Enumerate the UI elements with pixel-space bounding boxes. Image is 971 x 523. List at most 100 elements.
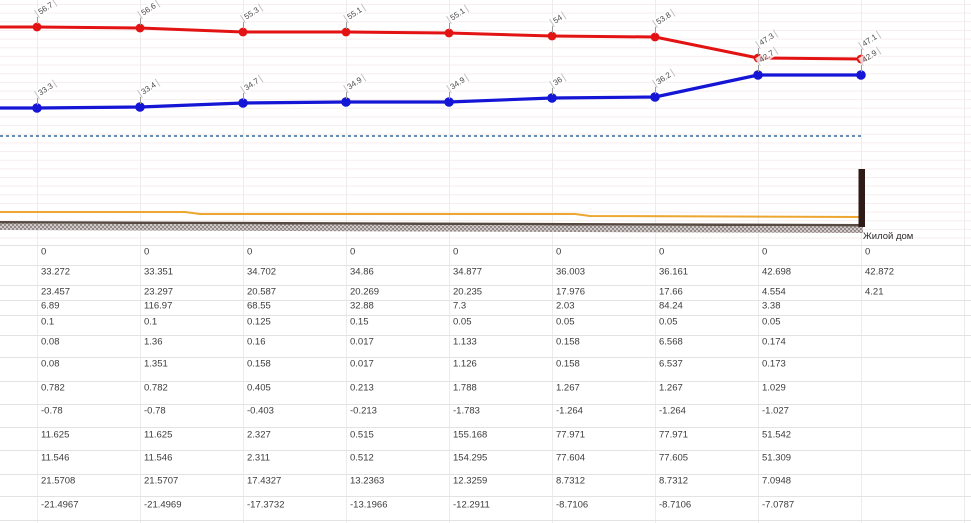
lower-blue-profile-point <box>341 97 351 107</box>
table-cell: 2.327 <box>247 429 271 441</box>
table-cell: -8.7106 <box>659 499 692 511</box>
table-cell: 11.546 <box>41 452 70 464</box>
table-cell: 0.15 <box>350 316 369 328</box>
table-cell: 0.782 <box>41 382 65 394</box>
table-cell: -13.1966 <box>350 499 388 511</box>
table-cell: 11.625 <box>144 429 173 441</box>
lower-blue-profile-line <box>0 73 861 110</box>
table-cell: 11.625 <box>41 429 70 441</box>
table-cell: 12.3259 <box>453 475 488 487</box>
table-cell: 2.03 <box>556 300 575 312</box>
lower-blue-profile-point <box>238 98 248 108</box>
table-cell: 6.89 <box>41 300 60 312</box>
table-cell: 4.21 <box>865 286 884 298</box>
lower-blue-profile-point <box>547 93 557 103</box>
table-cell: -12.2911 <box>453 499 490 511</box>
table-cell: 7.3 <box>453 300 467 312</box>
table-cell: 0.158 <box>556 358 580 370</box>
upper-red-profile-point <box>238 27 248 37</box>
table-cell: 0.125 <box>247 316 271 328</box>
table-cell: 8.7312 <box>659 475 689 487</box>
table-cell: 77.605 <box>659 452 689 464</box>
table-cell: -21.4967 <box>41 499 79 511</box>
table-cell: 0.405 <box>247 382 271 394</box>
upper-red-profile-point <box>32 22 42 32</box>
table-cell: 51.309 <box>762 452 792 464</box>
table-cell: 3.38 <box>762 300 781 312</box>
table-cell: 1.267 <box>556 382 580 394</box>
table-cell: 1.133 <box>453 336 477 348</box>
table-cell: -17.3732 <box>247 499 285 511</box>
point-label-leader <box>346 92 347 99</box>
table-cell: 13.2363 <box>350 475 385 487</box>
table-cell: 0.05 <box>453 316 472 328</box>
table-cell: 17.66 <box>659 286 683 298</box>
table-cell: 1.788 <box>453 382 477 394</box>
table-cell: 0 <box>865 246 871 258</box>
table-cell: 84.24 <box>659 300 683 312</box>
table-cell: 23.297 <box>144 286 174 298</box>
ground-band-hatch <box>0 223 863 233</box>
point-label-leader <box>449 92 450 99</box>
table-cell: 0.515 <box>350 429 374 441</box>
table-cell: 0.08 <box>41 358 60 370</box>
upper-red-profile-point <box>135 23 145 33</box>
building-label: Жилой дом <box>863 231 914 242</box>
table-cell: 17.976 <box>556 286 586 298</box>
table-cell: 0 <box>41 246 47 258</box>
table-cell: 20.587 <box>247 286 277 298</box>
table-cell: 1.029 <box>762 382 786 394</box>
table-row-lines <box>0 245 971 521</box>
point-label-leader <box>861 65 862 72</box>
ground-band-edge <box>0 221 863 227</box>
table-cell: -1.027 <box>762 405 789 417</box>
table-cell: 20.235 <box>453 286 483 298</box>
table-cell: 34.702 <box>247 266 277 278</box>
table-cell: 32.88 <box>350 300 374 312</box>
lower-blue-profile-point <box>650 92 660 102</box>
table-cell: 34.877 <box>453 266 483 278</box>
table-cell: 7.0948 <box>762 475 792 487</box>
table-cell: 20.269 <box>350 286 380 298</box>
table-cell: 0.1 <box>41 316 55 328</box>
lower-blue-profile-point <box>856 70 866 80</box>
building-bar <box>858 169 865 227</box>
lower-blue-profile-point <box>135 102 145 112</box>
table-cell: -0.78 <box>41 405 63 417</box>
table-cell: 0.017 <box>350 336 374 348</box>
table-cell: 0.213 <box>350 382 374 394</box>
upper-red-profile-point <box>444 28 454 38</box>
table-cell: 0.782 <box>144 382 168 394</box>
table-cell: 1.351 <box>144 358 168 370</box>
table-cell: 0 <box>453 246 459 258</box>
table-cell: 0.158 <box>556 336 580 348</box>
table-cell: -1.264 <box>659 405 686 417</box>
table-cell: 77.971 <box>659 429 689 441</box>
point-label-leader <box>449 23 450 30</box>
lower-blue-profile-point <box>32 103 42 113</box>
table-cell: 6.537 <box>659 358 683 370</box>
table-cell: 116.97 <box>144 300 173 312</box>
table-cell: 36.003 <box>556 266 586 278</box>
table-cell: 0.1 <box>144 316 158 328</box>
lower-blue-profile-point <box>753 70 763 80</box>
table-cell: 23.457 <box>41 286 71 298</box>
table-cell: 0.05 <box>659 316 678 328</box>
point-label-leader <box>758 65 759 72</box>
point-label-leader <box>758 48 759 55</box>
table-cell: -0.403 <box>247 405 274 417</box>
table-cell: 0.173 <box>762 358 786 370</box>
point-label-leader <box>861 49 862 56</box>
lower-blue-profile-point <box>444 97 454 107</box>
table-cell: 0.158 <box>247 358 271 370</box>
point-label-leader <box>552 88 553 95</box>
table-cell: 0.08 <box>41 336 60 348</box>
table-cell: 0.05 <box>762 316 781 328</box>
table-cell: 0 <box>144 246 150 258</box>
table-cell: 42.872 <box>865 266 895 278</box>
table-cell: 4.554 <box>762 286 786 298</box>
upper-red-profile-line <box>0 25 862 61</box>
upper-red-profile-point <box>547 31 557 41</box>
point-label-leader <box>243 93 244 100</box>
